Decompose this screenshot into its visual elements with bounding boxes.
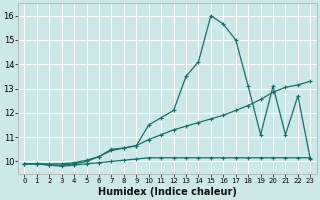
- X-axis label: Humidex (Indice chaleur): Humidex (Indice chaleur): [98, 187, 237, 197]
